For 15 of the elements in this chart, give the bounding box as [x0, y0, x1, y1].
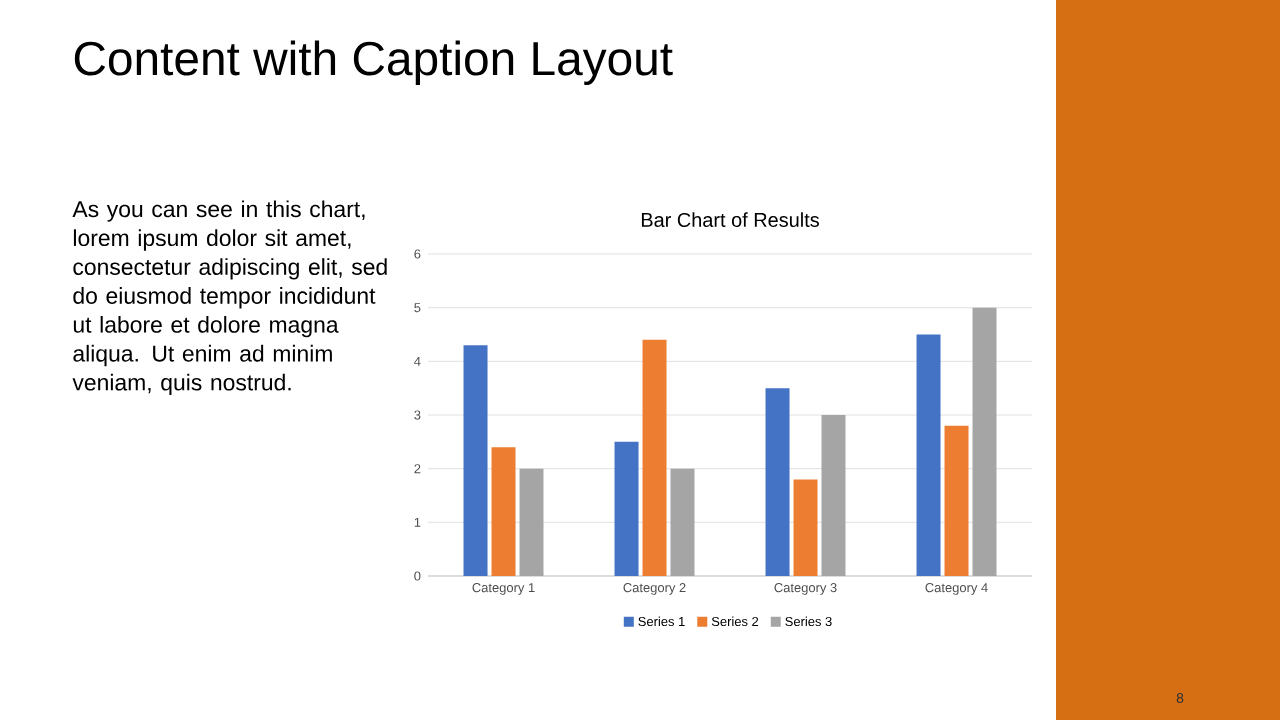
bar: [491, 447, 516, 576]
bar: [793, 479, 818, 576]
text: As you can see in this chart, lorem ipsum dolor sit amet, consectetur adipiscing elit, sed do eiusmod tempor incididunt ut labore et dolore magna aliqua. Ut enim ad minim veniam, quis nostrud.: [72, 200, 387, 396]
bar: [642, 339, 667, 576]
bar: [765, 388, 790, 576]
bar: [916, 334, 941, 576]
text: Content with Caption Layout: [74, 40, 673, 85]
bar: [821, 415, 846, 576]
bar: [614, 441, 639, 576]
bar: [519, 468, 544, 576]
bar: [463, 345, 488, 576]
bar: [972, 307, 997, 576]
bar: [670, 468, 695, 576]
bar: [944, 425, 969, 576]
chart-title: Bar Chart of Results: [641, 212, 819, 227]
